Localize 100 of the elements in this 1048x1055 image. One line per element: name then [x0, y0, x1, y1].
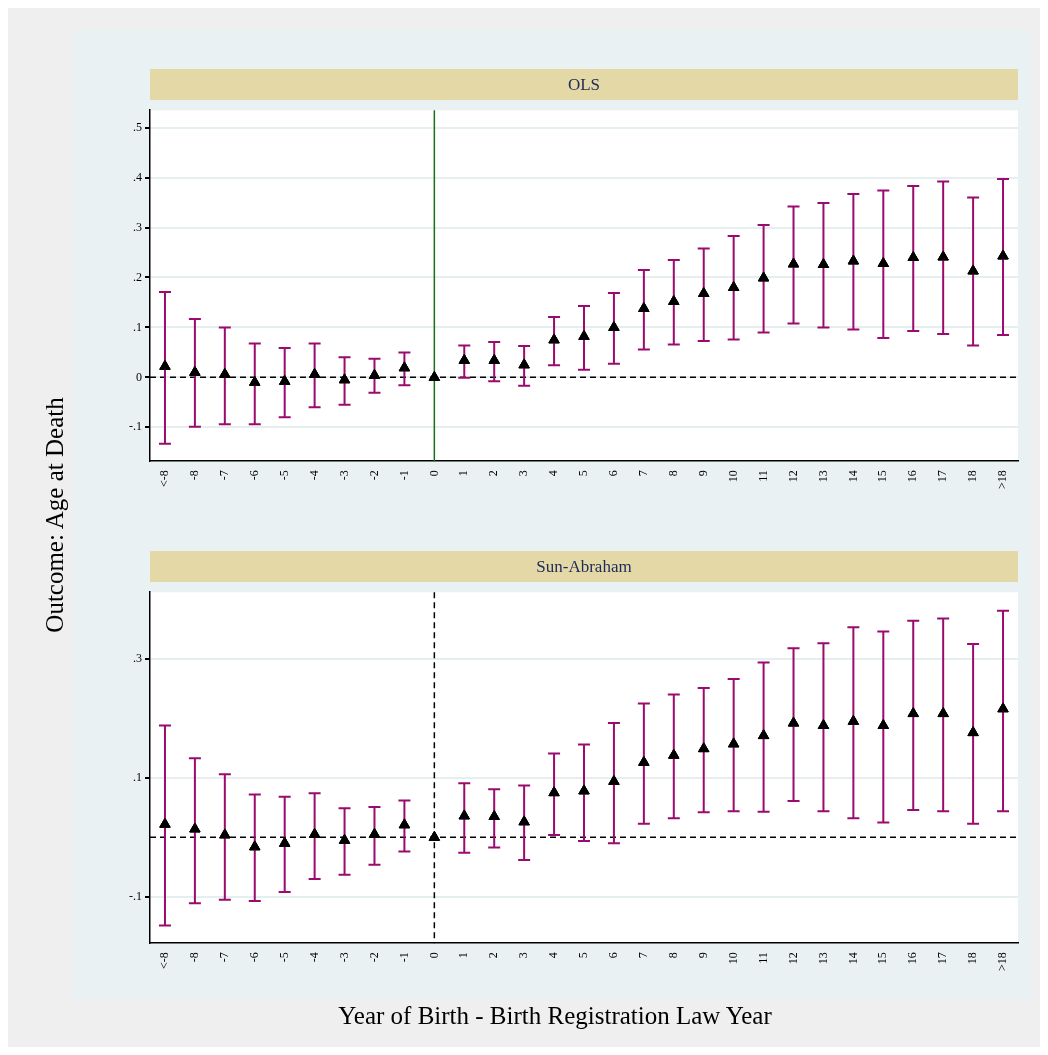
x-tick-label: 3: [516, 470, 531, 477]
x-tick-label: 11: [755, 952, 770, 964]
point: [368, 368, 381, 379]
x-tick-label: -7: [216, 952, 231, 963]
point: [398, 361, 411, 372]
x-tick-label: <-8: [157, 470, 172, 487]
x-tick-label: -5: [276, 470, 291, 481]
x-tick-label: -8: [187, 470, 202, 481]
x-tick-label: 4: [546, 470, 561, 477]
x-tick-label: -4: [306, 952, 321, 963]
x-tick-label: 6: [606, 952, 621, 959]
point: [997, 702, 1009, 713]
x-tick-label: 11: [755, 470, 770, 482]
point: [608, 320, 620, 331]
x-tick-label: 15: [875, 952, 890, 965]
x-tick-label: 17: [935, 952, 950, 965]
point: [668, 748, 680, 759]
x-tick-label: 2: [486, 470, 501, 477]
point: [428, 830, 441, 841]
x-tick-label: 16: [905, 470, 920, 483]
x-tick-label: 15: [875, 470, 890, 483]
point: [278, 374, 291, 385]
point: [787, 716, 800, 727]
point: [308, 827, 321, 838]
x-tick-label: -6: [246, 470, 261, 481]
x-tick-label: -6: [246, 952, 261, 963]
x-tick-label: -4: [306, 470, 321, 481]
x-tick-label: -1: [396, 952, 411, 963]
point: [638, 755, 650, 766]
point: [608, 774, 620, 785]
x-tick-label: 3: [516, 952, 531, 959]
point: [488, 353, 500, 364]
point: [368, 827, 381, 838]
x-tick-label: 10: [725, 952, 740, 965]
point: [189, 365, 201, 376]
y-tick-label: .3: [133, 219, 142, 234]
y-tick-label: -.1: [129, 888, 142, 903]
point: [428, 370, 441, 381]
x-tick-label: 1: [456, 470, 471, 477]
point: [159, 817, 171, 828]
point: [638, 301, 650, 312]
point: [787, 257, 800, 268]
y-axis-title: Outcome: Age at Death: [41, 397, 69, 633]
point: [219, 828, 231, 839]
point: [338, 833, 351, 844]
point: [548, 786, 560, 797]
point: [278, 836, 291, 847]
point: [458, 353, 470, 364]
x-tick-label: >18: [995, 952, 1010, 972]
x-tick-label: 5: [576, 952, 591, 959]
x-tick-label: 16: [905, 952, 920, 965]
point: [997, 249, 1009, 260]
point: [308, 367, 321, 378]
x-tick-label: 18: [965, 470, 980, 483]
y-tick-label: 0: [136, 369, 142, 384]
y-tick-label: -.1: [129, 419, 142, 434]
x-tick-label: -2: [366, 952, 381, 963]
y-tick-label: .1: [133, 319, 142, 334]
point: [398, 818, 411, 829]
x-tick-label: 4: [546, 952, 561, 959]
point: [518, 358, 530, 369]
y-tick-label: .3: [133, 650, 142, 665]
x-axis-title: Year of Birth - Birth Registration Law Year: [338, 1002, 772, 1030]
x-tick-label: 6: [606, 470, 621, 477]
point: [488, 810, 500, 820]
point: [219, 367, 231, 378]
x-tick-label: 18: [965, 952, 980, 965]
point: [937, 707, 949, 718]
x-tick-label: -5: [276, 952, 291, 963]
x-tick-label: <-8: [157, 952, 172, 969]
x-tick-label: 12: [785, 470, 800, 483]
x-tick-label: -8: [187, 952, 202, 963]
point: [458, 809, 470, 820]
point: [578, 784, 590, 795]
point: [847, 254, 860, 265]
x-tick-label: >18: [995, 470, 1010, 490]
point: [518, 815, 530, 826]
point: [249, 840, 261, 851]
point: [578, 329, 590, 340]
x-tick-label: -3: [336, 952, 351, 963]
point: [159, 359, 171, 370]
x-tick-label: 9: [695, 952, 710, 959]
x-tick-label: 9: [695, 470, 710, 477]
point: [847, 714, 860, 725]
point: [967, 726, 979, 737]
point: [249, 375, 261, 386]
point: [937, 250, 949, 261]
point: [877, 257, 890, 267]
x-tick-label: 1: [456, 952, 471, 959]
point: [757, 729, 770, 740]
x-tick-label: -3: [336, 470, 351, 481]
point: [698, 286, 710, 297]
x-tick-label: 12: [785, 952, 800, 965]
y-tick-label: .2: [133, 269, 142, 284]
y-tick-label: .5: [133, 119, 142, 134]
x-tick-label: 5: [576, 470, 591, 477]
point: [727, 280, 740, 291]
x-tick-label: 14: [845, 470, 860, 483]
x-tick-label: 13: [815, 952, 830, 965]
x-tick-label: 13: [815, 470, 830, 483]
